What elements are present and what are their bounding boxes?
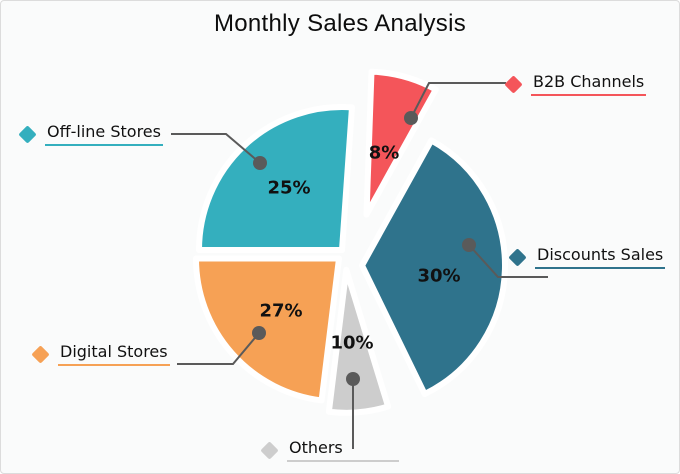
legend-label: B2B Channels xyxy=(531,72,647,96)
diamond-marker-icon xyxy=(508,247,527,267)
percent-label-digital-stores: 27% xyxy=(259,300,303,322)
pie-slice-others[interactable] xyxy=(325,266,392,416)
pie-slice-b2b-channels[interactable] xyxy=(363,68,439,218)
legend-label: Others xyxy=(287,438,399,462)
callout-anchor-dot xyxy=(253,156,267,170)
percent-label-discounts-sales: 30% xyxy=(417,265,461,287)
diamond-marker-icon xyxy=(504,74,523,94)
callout-anchor-dot xyxy=(346,372,360,386)
percent-label-others: 10% xyxy=(330,332,374,354)
pie-slice-digital-stores[interactable] xyxy=(193,255,342,404)
callout-line-digital-stores xyxy=(177,332,260,365)
callout-line-discounts-sales xyxy=(468,244,548,278)
callout-anchor-dot xyxy=(404,111,418,125)
diamond-marker-icon xyxy=(260,440,279,460)
pie-slice-off-line-stores[interactable] xyxy=(196,104,355,253)
percent-label-off-line-stores: 25% xyxy=(267,177,311,199)
legend-label: Discounts Sales xyxy=(535,245,666,269)
legend-item-b2b-channels[interactable]: B2B Channels xyxy=(504,72,647,96)
callout-anchor-dot xyxy=(462,238,476,252)
callout-anchor-dot xyxy=(252,326,266,340)
pie-slice-discounts-sales[interactable] xyxy=(359,137,508,398)
diamond-marker-icon xyxy=(31,344,50,364)
legend-item-digital-stores[interactable]: Digital Stores xyxy=(31,342,170,366)
legend-label: Digital Stores xyxy=(58,342,170,366)
legend-item-others[interactable]: Others xyxy=(260,438,399,462)
legend-label: Off-line Stores xyxy=(45,122,163,146)
percent-label-b2b-channels: 8% xyxy=(368,142,400,164)
callout-line-off-line-stores xyxy=(171,133,261,164)
chart-title: Monthly Sales Analysis xyxy=(213,10,467,37)
legend-item-discounts-sales[interactable]: Discounts Sales xyxy=(508,245,666,269)
diamond-marker-icon xyxy=(18,124,37,144)
callout-line-b2b-channels xyxy=(410,82,506,119)
legend-item-off-line-stores[interactable]: Off-line Stores xyxy=(18,122,163,146)
